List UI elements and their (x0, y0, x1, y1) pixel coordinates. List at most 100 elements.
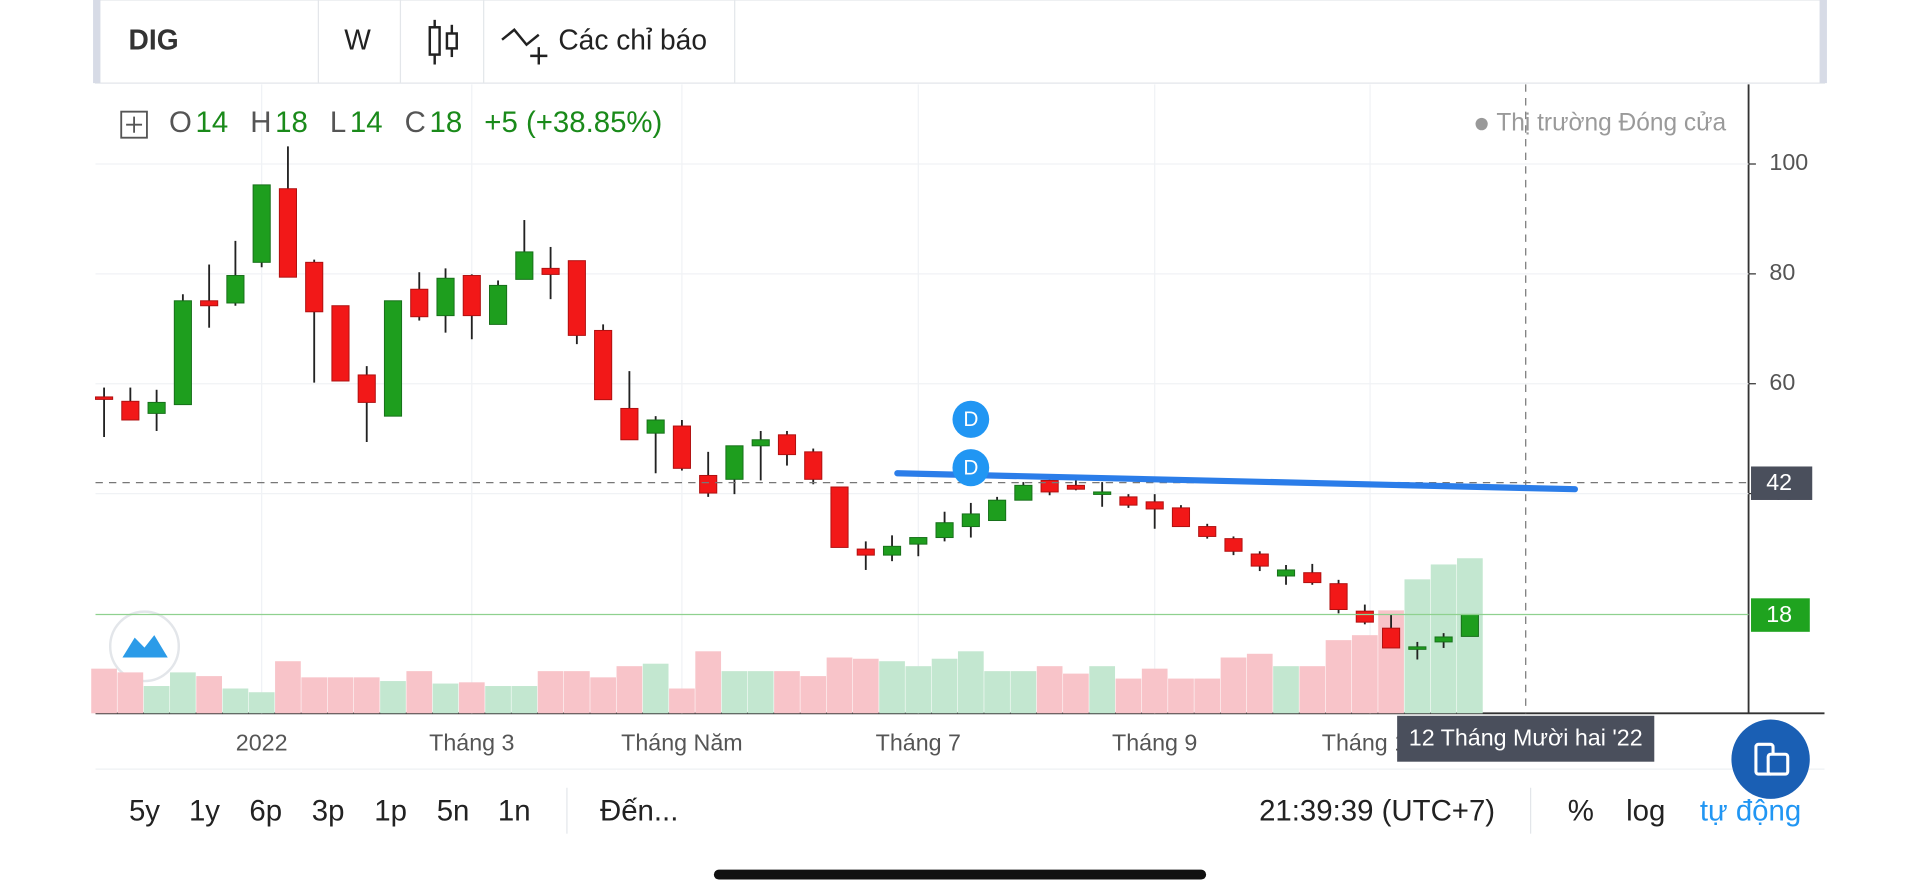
y-tick-label: 80 (1769, 259, 1795, 285)
volume-bar (1325, 640, 1352, 714)
candle-body (226, 275, 245, 304)
indicators-button[interactable]: Các chỉ báo (558, 25, 707, 57)
volume-bar (642, 663, 669, 714)
volume-bar (905, 666, 932, 714)
log-button[interactable]: log (1626, 794, 1665, 827)
goto-button[interactable]: Đến... (600, 794, 678, 827)
percent-button[interactable]: % (1568, 794, 1594, 827)
volume-bar (1194, 678, 1221, 714)
ohlc-value: 18 (430, 106, 463, 139)
volume-bar (91, 668, 117, 714)
volume-bar (432, 683, 459, 714)
candle-body (95, 396, 114, 400)
dividend-marker[interactable] (952, 400, 990, 438)
volume-bar (852, 658, 879, 714)
volume-bar (222, 688, 249, 714)
volume-bar (1036, 666, 1063, 714)
ohlc-key: H (250, 106, 271, 139)
candle-body (909, 537, 928, 545)
toolbar (94, 0, 1826, 84)
candle-body (357, 374, 376, 403)
indicator-icon[interactable] (501, 28, 548, 65)
volume-bar (879, 661, 905, 714)
range-button[interactable]: 6p (249, 794, 282, 827)
volume-bar (1168, 678, 1194, 714)
candle-body (331, 305, 350, 382)
candle-body (515, 251, 534, 280)
volume-bar (511, 686, 538, 714)
candle-body (1382, 627, 1401, 649)
x-tick-label: Tháng Năm (621, 729, 742, 755)
candle-body (1250, 553, 1269, 567)
volume-bar (669, 688, 695, 714)
logo-icon (122, 635, 168, 658)
candle-body (1276, 569, 1296, 577)
candle-body (121, 400, 140, 421)
range-button[interactable]: 5y (129, 794, 160, 827)
candle-body (1040, 479, 1059, 493)
candle-body (1224, 538, 1243, 552)
range-button[interactable]: 1y (189, 794, 220, 827)
range-button[interactable]: 5n (437, 794, 470, 827)
volume-bar (774, 671, 800, 714)
candle-body (541, 267, 560, 275)
candle-body (173, 300, 192, 406)
ohlc-value: 18 (275, 106, 308, 139)
volume-bar (590, 677, 616, 714)
candle-body (462, 275, 481, 317)
candle-body (725, 445, 744, 480)
volume-bar (984, 671, 1010, 714)
volume-bar (695, 651, 722, 714)
volume-bar (1299, 666, 1326, 714)
x-tick-label: Tháng 7 (876, 729, 961, 755)
volume-bar (327, 677, 354, 714)
volume-bar (380, 681, 406, 714)
dividend-marker[interactable] (952, 449, 990, 487)
candle-body (1198, 526, 1217, 537)
candle-icon[interactable] (428, 19, 458, 65)
volume-bar (1115, 678, 1142, 714)
volume-bar (1351, 635, 1378, 714)
interval[interactable]: W (344, 25, 371, 57)
y-tick-label: 60 (1769, 369, 1795, 395)
volume-bar (1063, 673, 1089, 714)
last-price: 18 (1766, 601, 1792, 627)
candle-body (567, 260, 586, 336)
auto-button[interactable]: tự động (1700, 794, 1801, 827)
volume-bar (485, 686, 511, 714)
volume-bar (248, 692, 275, 714)
candle-body (278, 188, 297, 278)
range-button[interactable]: 3p (312, 794, 345, 827)
candle-body (1329, 583, 1348, 610)
candle-body (751, 439, 770, 447)
volume-bar (353, 677, 380, 714)
crosshair-date-box (1397, 715, 1655, 762)
logo[interactable] (108, 610, 180, 683)
volume-bar (957, 651, 984, 714)
crosshair-price: 42 (1766, 469, 1792, 495)
candle-body (777, 434, 797, 456)
candle-body (935, 522, 954, 539)
volume-bar (747, 671, 774, 714)
trendline[interactable] (894, 470, 1578, 493)
expand-icon[interactable] (120, 110, 148, 139)
volume-bar (406, 671, 433, 714)
range-button[interactable]: 1n (498, 794, 531, 827)
volume-bar (1273, 666, 1299, 714)
volume-bar (826, 657, 853, 714)
volume-bar (800, 676, 827, 714)
dividend-label: D (963, 408, 978, 431)
candle-body (620, 407, 639, 441)
volume-bar (117, 672, 144, 714)
range-button[interactable]: 1p (374, 794, 407, 827)
candle-body (1066, 484, 1085, 490)
volume-bar (616, 666, 643, 714)
volume-bar (721, 671, 748, 714)
symbol[interactable]: DIG (129, 25, 179, 57)
ohlc-key: L (330, 106, 346, 139)
candle-body (672, 425, 691, 469)
dividend-label: D (963, 456, 978, 479)
status-dot (1475, 117, 1488, 131)
